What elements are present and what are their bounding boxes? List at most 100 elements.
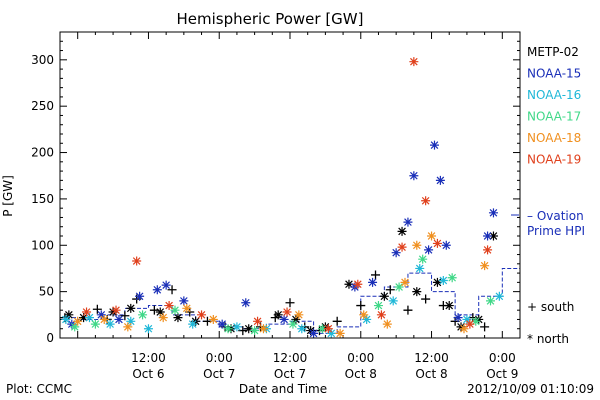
data-point-north [474,314,484,324]
footer-source: Plot: CCMC [6,382,72,396]
legend-item: NOAA-17 [527,110,581,124]
data-point-north [79,313,89,323]
data-point-north [326,328,336,338]
y-axis-title: P [GW] [1,175,15,217]
data-point-north [362,314,372,324]
data-point-north [132,256,142,266]
data-point-north [179,296,189,306]
data-point-north [126,316,136,326]
data-point-south [403,305,413,315]
data-point-north [282,307,292,317]
data-point-north [250,326,260,336]
data-point-south [356,301,366,311]
data-point-north [382,319,392,329]
data-point-north [64,310,74,320]
x-tick-label: 12:00 [273,351,308,365]
y-tick-label: 50 [39,285,54,299]
y-tick-label: 250 [31,99,54,113]
data-point-north [258,324,268,334]
data-point-north [409,171,419,181]
data-point-north [429,140,439,150]
data-point-north [483,231,493,241]
data-point-north [432,277,442,287]
data-point-north [244,324,254,334]
y-tick-label: 100 [31,238,54,252]
legend-south: + south [527,300,574,314]
data-point-north [241,298,251,308]
data-point-north [379,291,389,301]
marks-layer [60,57,504,338]
legend-item: NOAA-19 [527,153,581,167]
data-point-north [197,310,207,320]
data-point-north [376,310,386,320]
footer-timestamp: 2012/10/09 01:10:09 [467,382,594,396]
data-point-north [99,314,109,324]
series-noaa-17-star [70,254,496,336]
data-point-north [447,273,457,283]
data-point-south [332,316,342,326]
plot-frame [59,31,521,339]
data-point-north [424,245,434,255]
series-noaa-18-star [73,231,490,338]
x-tick-date-label: Oct 7 [274,367,306,381]
data-point-north [164,301,174,311]
data-point-north [427,231,437,241]
data-point-north [152,285,162,295]
y-tick-label: 300 [31,53,54,67]
data-point-north [173,313,183,323]
data-point-north [70,322,80,332]
x-tick-label: 12:00 [414,351,449,365]
data-point-north [456,322,466,332]
data-point-north [155,307,165,317]
data-point-north [170,305,180,315]
data-point-north [368,277,378,287]
data-point-north [486,296,496,306]
data-point-north [158,313,168,323]
data-point-north [344,279,354,289]
data-point-north [123,322,133,332]
legend-item: NOAA-18 [527,131,581,145]
data-point-south [167,285,177,295]
legend-ovation-line2: Prime HPI [527,224,585,238]
x-tick-label: 0:00 [347,351,374,365]
x-tick-date-label: Oct 8 [345,367,377,381]
legend: METP-02 NOAA-15 NOAA-16 NOAA-17 NOAA-18 NOAA-… [511,45,585,346]
data-point-south [371,270,381,280]
y-tick-label: 150 [31,192,54,206]
data-point-north [444,301,454,311]
data-point-north [317,324,327,334]
data-point-north [494,291,504,301]
x-tick-label: 0:00 [206,351,233,365]
data-point-north [188,319,198,329]
x-tick-date-label: Oct 6 [132,367,164,381]
chart-title: Hemispheric Power [GW] [177,10,364,28]
legend-ovation-line1: – Ovation [527,209,584,223]
data-point-north [208,314,218,324]
x-tick-label: 12:00 [131,351,166,365]
y-tick-label: 0 [46,331,54,345]
data-point-north [397,226,407,236]
series-metp-02-star [64,226,498,336]
data-point-north [359,310,369,320]
data-point-south [202,316,212,326]
y-tick-label: 200 [31,146,54,160]
data-point-north [418,254,428,264]
data-point-north [73,316,83,326]
data-point-north [394,282,404,292]
data-point-north [84,313,94,323]
x-tick-label: 0:00 [489,351,516,365]
data-point-north [488,208,498,218]
data-point-north [61,314,71,324]
data-point-north [397,242,407,252]
data-point-north [388,296,398,306]
data-point-north [182,303,192,313]
data-point-north [279,314,289,324]
series-metp-02-plus [60,270,490,336]
data-point-north [138,310,148,320]
data-point-north [217,319,227,329]
data-point-north [421,196,431,206]
data-point-north [409,57,419,67]
data-point-north [253,316,263,326]
data-point-north [415,263,425,273]
